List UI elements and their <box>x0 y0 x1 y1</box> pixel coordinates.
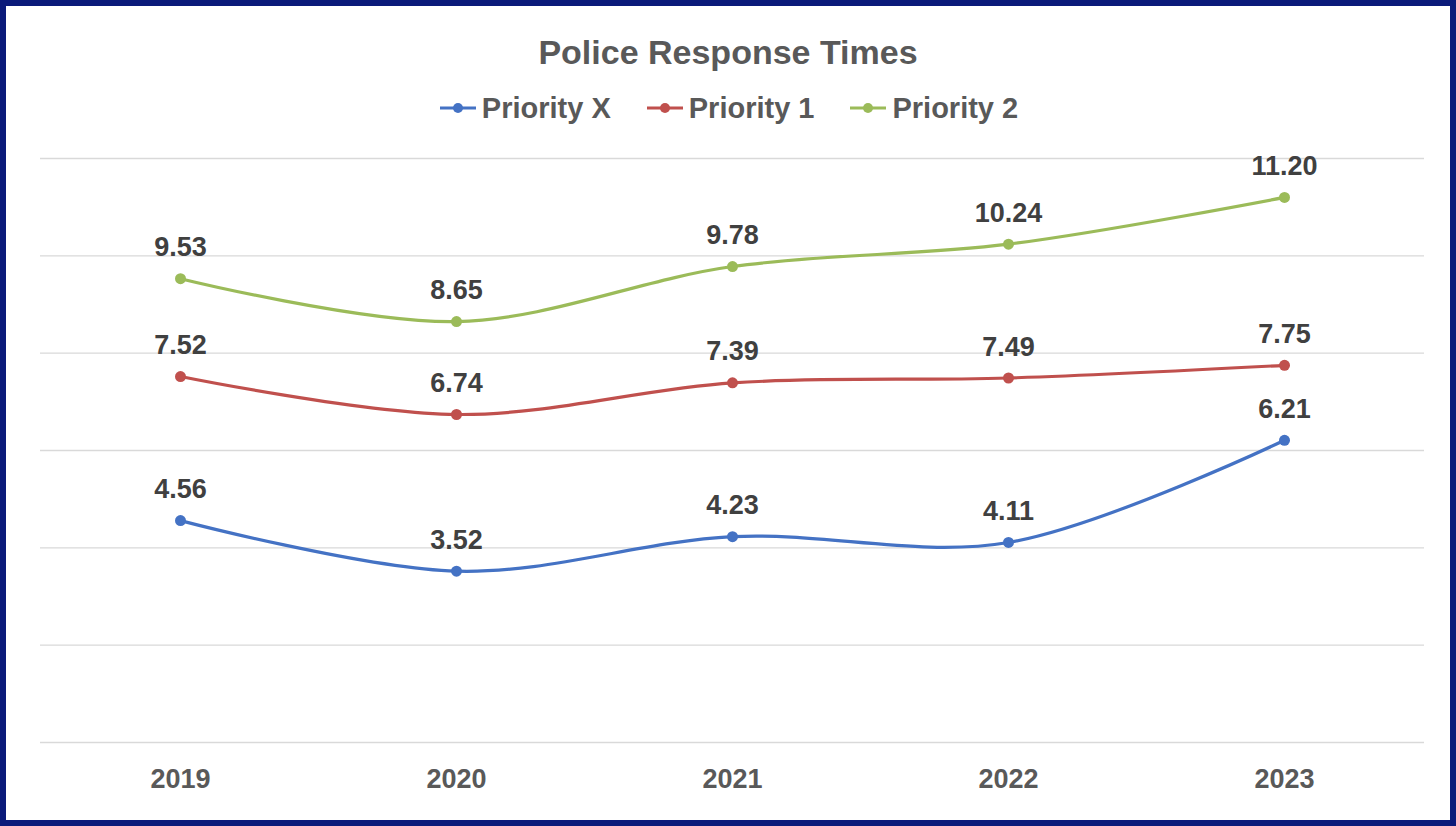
html-text:Priority X: Priority X <box>481 91 611 124</box>
svg-text:4.56: 4.56 <box>154 474 207 504</box>
svg-text:2019: 2019 <box>150 764 210 794</box>
svg-text:7.52: 7.52 <box>154 330 207 360</box>
svg-text:2023: 2023 <box>1254 764 1314 794</box>
svg-text:9.78: 9.78 <box>706 220 759 250</box>
svg-text:4.23: 4.23 <box>706 490 759 520</box>
svg-text:4.11: 4.11 <box>983 496 1034 526</box>
html-text:Priority 2: Priority 2 <box>892 91 1019 124</box>
svg-text:6.21: 6.21 <box>1258 394 1311 424</box>
svg-text:2021: 2021 <box>702 764 762 794</box>
svg-text:11.20: 11.20 <box>1251 151 1317 181</box>
svg-text:3.52: 3.52 <box>430 525 483 555</box>
svg-text:2022: 2022 <box>978 764 1038 794</box>
svg-text:7.39: 7.39 <box>706 336 759 366</box>
svg-text:9.53: 9.53 <box>154 232 207 262</box>
html-text:Police Response Times: Police Response Times <box>538 33 918 71</box>
svg-text:10.24: 10.24 <box>975 198 1043 228</box>
svg-text:7.49: 7.49 <box>982 332 1035 362</box>
svg-text:6.74: 6.74 <box>430 368 483 398</box>
svg-text:7.75: 7.75 <box>1258 319 1311 349</box>
svg-text:2020: 2020 <box>426 764 486 794</box>
svg-text:8.65: 8.65 <box>430 275 483 305</box>
html-text:Priority 1: Priority 1 <box>688 91 815 124</box>
